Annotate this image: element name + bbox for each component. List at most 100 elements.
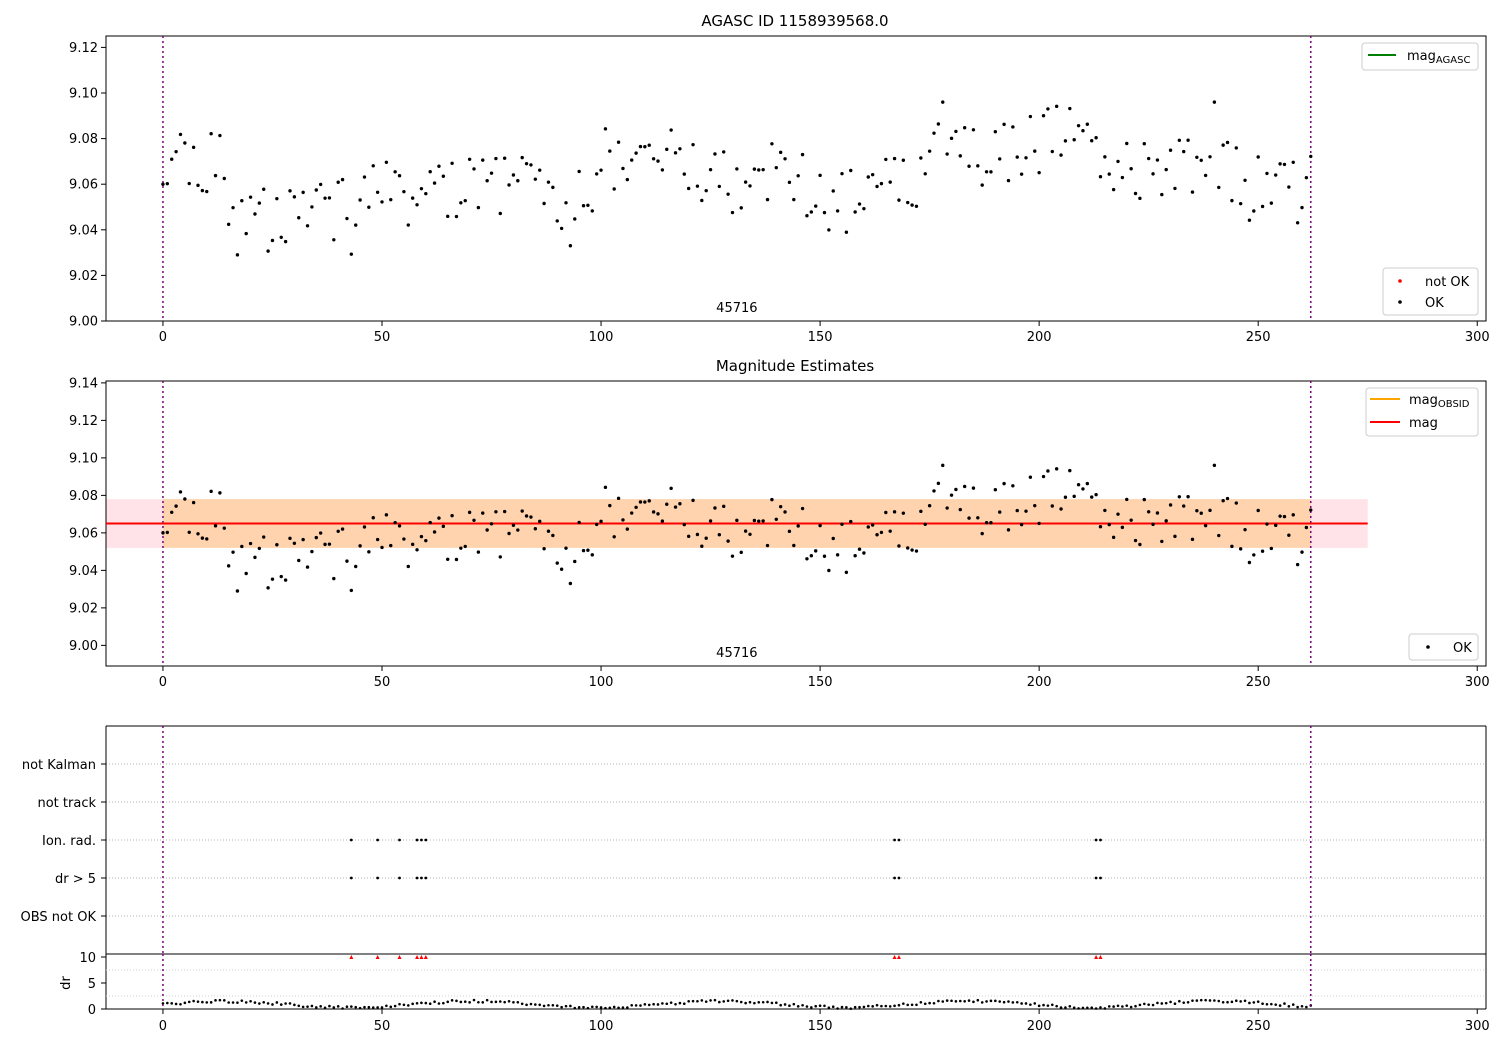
dr-point bbox=[1213, 999, 1216, 1002]
data-point bbox=[949, 136, 954, 141]
legend-box bbox=[1408, 633, 1479, 661]
agasc-magnitude-panel: AGASC ID 1158939568.0 9.00 9.02 9.04 9.06 9.… bbox=[69, 12, 1490, 345]
data-point bbox=[270, 238, 275, 243]
data-point bbox=[787, 529, 792, 534]
dr-point bbox=[691, 999, 695, 1003]
data-point bbox=[494, 510, 498, 514]
data-point bbox=[1011, 125, 1015, 129]
dr-point bbox=[1077, 1007, 1080, 1010]
legend-marker bbox=[1426, 645, 1430, 649]
dr-point bbox=[284, 1002, 287, 1005]
data-point bbox=[879, 181, 884, 186]
data-point bbox=[792, 197, 796, 202]
dr-point bbox=[1234, 999, 1238, 1002]
data-point bbox=[1295, 221, 1300, 225]
dr-outlier-marker bbox=[1098, 955, 1103, 959]
data-point bbox=[244, 571, 248, 576]
flag-label: Ion. rad. bbox=[42, 834, 96, 849]
data-point bbox=[577, 169, 581, 174]
x-tick-label: 250 bbox=[1246, 675, 1271, 690]
data-point bbox=[240, 199, 244, 203]
dr-point bbox=[538, 1003, 542, 1007]
data-point bbox=[800, 506, 805, 511]
data-point bbox=[976, 164, 980, 168]
dr-point bbox=[709, 999, 712, 1002]
dr-point bbox=[1270, 1002, 1273, 1006]
dr-point bbox=[293, 1003, 296, 1007]
data-point bbox=[332, 576, 336, 581]
dr-point bbox=[336, 1005, 340, 1008]
dr-outlier-marker bbox=[375, 955, 380, 959]
dr-point bbox=[612, 1005, 616, 1009]
data-point bbox=[1155, 158, 1160, 162]
data-point bbox=[831, 189, 835, 193]
dr-point bbox=[455, 999, 458, 1003]
data-point bbox=[384, 160, 389, 164]
data-point bbox=[700, 544, 704, 548]
dr-outlier-marker bbox=[892, 955, 897, 959]
data-point bbox=[1015, 155, 1019, 159]
data-point bbox=[586, 548, 590, 552]
data-point bbox=[520, 509, 524, 513]
data-point bbox=[857, 202, 862, 206]
dr-point bbox=[1055, 1004, 1058, 1008]
data-point bbox=[362, 175, 367, 179]
dr-point bbox=[218, 998, 222, 1002]
dr-point bbox=[385, 1004, 388, 1008]
data-point bbox=[419, 534, 424, 539]
x-tick-label: 250 bbox=[1246, 330, 1271, 345]
dr-point bbox=[201, 1000, 204, 1004]
dr-point bbox=[617, 1006, 620, 1010]
data-point bbox=[735, 167, 739, 171]
dr-point bbox=[1042, 1003, 1045, 1007]
data-point bbox=[275, 196, 279, 201]
data-point bbox=[695, 532, 700, 537]
data-point bbox=[835, 553, 840, 557]
dr-point bbox=[192, 999, 195, 1003]
dr-point bbox=[1300, 1004, 1304, 1008]
data-point bbox=[573, 217, 577, 221]
flag-dr-point bbox=[897, 876, 901, 880]
data-point bbox=[1217, 185, 1221, 190]
data-point bbox=[231, 205, 235, 210]
data-point bbox=[533, 527, 538, 531]
data-point bbox=[253, 212, 257, 216]
data-point bbox=[218, 491, 222, 495]
dr-point bbox=[577, 1005, 581, 1009]
data-point bbox=[1028, 475, 1033, 479]
y-tick-label: 9.06 bbox=[69, 178, 98, 193]
data-point bbox=[941, 100, 945, 104]
data-point bbox=[866, 175, 870, 179]
data-point bbox=[485, 179, 489, 183]
data-point bbox=[213, 173, 218, 178]
legend-points: not OK OK bbox=[1382, 267, 1479, 316]
data-point bbox=[923, 172, 927, 176]
dr-point bbox=[1173, 1002, 1177, 1006]
x-tick-label: 50 bbox=[374, 1019, 391, 1034]
data-point bbox=[1090, 495, 1094, 499]
data-point bbox=[853, 553, 857, 558]
data-point bbox=[1164, 519, 1168, 523]
flag-ionrad-point bbox=[1099, 838, 1102, 842]
data-point bbox=[406, 223, 410, 227]
data-point bbox=[1033, 149, 1037, 153]
flag-dr-point bbox=[376, 876, 380, 880]
data-point bbox=[901, 158, 906, 162]
dr-point bbox=[700, 999, 704, 1002]
panel-title: AGASC ID 1158939568.0 bbox=[701, 12, 888, 30]
data-point bbox=[814, 549, 818, 553]
data-point bbox=[818, 173, 822, 178]
data-point bbox=[332, 238, 336, 242]
data-point bbox=[875, 184, 879, 189]
dr-point bbox=[656, 1003, 660, 1006]
data-point bbox=[481, 511, 485, 515]
data-point bbox=[914, 549, 919, 553]
dr-point bbox=[319, 1005, 322, 1008]
data-point bbox=[757, 168, 761, 172]
data-point bbox=[1186, 495, 1190, 499]
dr-point bbox=[494, 1000, 498, 1004]
dr-point bbox=[770, 1001, 774, 1005]
data-point bbox=[410, 542, 415, 547]
data-point bbox=[594, 522, 599, 527]
dr-point bbox=[498, 1000, 502, 1003]
